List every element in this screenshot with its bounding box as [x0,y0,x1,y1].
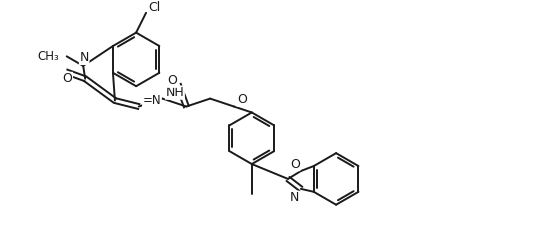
Text: N: N [80,52,89,64]
Text: Cl: Cl [148,1,160,14]
Text: O: O [237,93,247,106]
Text: NH: NH [165,86,184,99]
Text: N: N [290,191,300,204]
Text: O: O [290,158,300,170]
Text: O: O [63,72,72,85]
Text: CH₃: CH₃ [37,50,59,63]
Text: =N: =N [143,94,161,107]
Text: O: O [167,74,177,87]
